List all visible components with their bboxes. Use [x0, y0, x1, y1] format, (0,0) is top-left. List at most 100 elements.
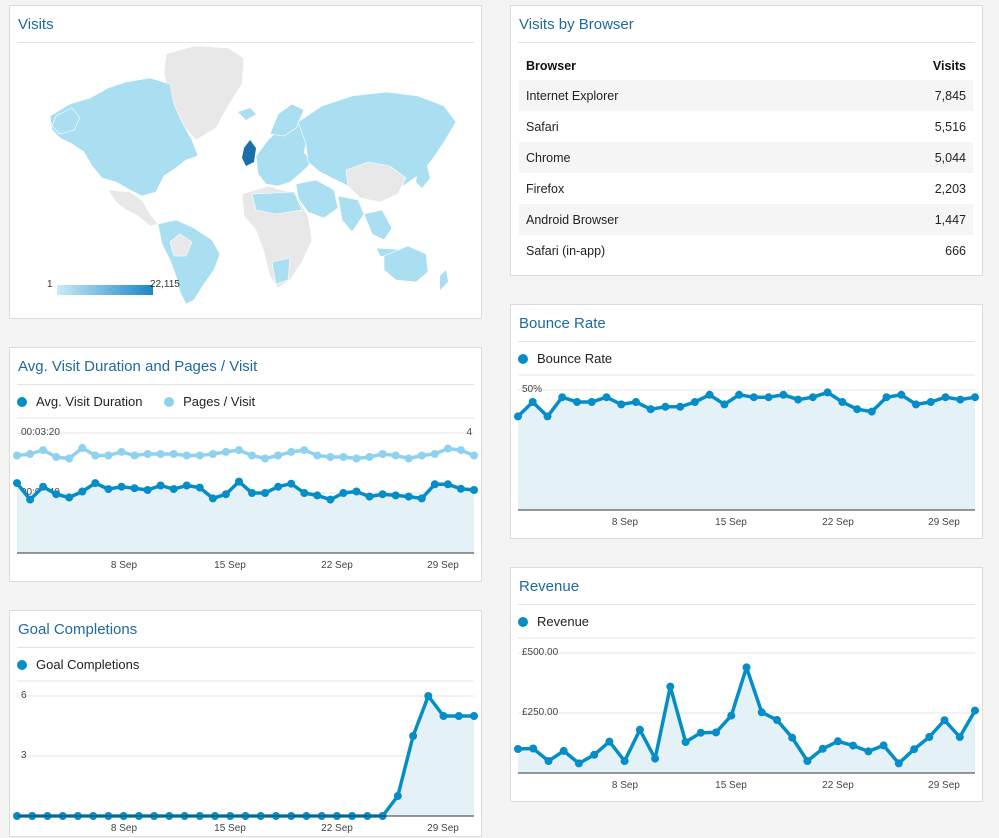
data-point: [635, 725, 644, 734]
y-tick-label: 50%: [522, 384, 542, 395]
data-point: [274, 451, 283, 460]
data-point: [631, 398, 640, 406]
bounce-rate-legend: Bounce Rate: [518, 351, 630, 366]
data-point: [26, 450, 35, 458]
table-row: Android Browser 1,447: [519, 204, 973, 235]
data-point: [681, 738, 690, 746]
x-tick-label: 8 Sep: [111, 560, 138, 571]
data-point: [39, 446, 48, 455]
data-point: [443, 480, 452, 489]
map-region: [337, 195, 365, 233]
x-tick-label: 29 Sep: [427, 560, 459, 571]
data-point: [514, 745, 522, 753]
table-row: Firefox 2,203: [519, 173, 973, 204]
x-tick-label: 15 Sep: [715, 517, 747, 528]
browser-name[interactable]: Firefox: [526, 181, 565, 196]
data-point: [696, 728, 705, 737]
data-point: [867, 407, 876, 416]
browser-name[interactable]: Chrome: [519, 142, 834, 173]
data-point: [735, 390, 744, 399]
map-region: [238, 108, 256, 120]
data-point: [65, 454, 74, 463]
data-point: [261, 489, 270, 497]
data-point: [529, 744, 538, 753]
map-region: [51, 107, 81, 135]
data-point: [470, 451, 478, 460]
data-point: [941, 393, 950, 402]
data-point: [543, 412, 552, 421]
data-point: [764, 393, 773, 402]
visits-map-widget: Visits: [9, 5, 482, 319]
data-point: [221, 447, 230, 456]
data-point: [456, 484, 465, 493]
data-point: [720, 400, 729, 409]
world-map[interactable]: [46, 44, 456, 304]
data-point: [52, 453, 61, 461]
data-point: [235, 477, 243, 486]
data-point: [514, 412, 522, 421]
data-point: [26, 495, 35, 504]
x-tick-label: 29 Sep: [928, 780, 960, 791]
data-point: [803, 757, 812, 765]
map-region: [169, 233, 193, 257]
data-point: [443, 444, 452, 453]
data-point: [651, 754, 660, 763]
map-region: [345, 161, 407, 203]
browser-name[interactable]: Android Browser: [519, 204, 834, 235]
legend-item-goal-completions[interactable]: Goal Completions: [17, 657, 139, 672]
goal-completions-widget: Goal Completions Goal Completions 6 3 8 Se…: [9, 610, 482, 837]
x-tick-label: 29 Sep: [928, 517, 960, 528]
x-tick-label: 22 Sep: [321, 823, 353, 834]
col-browser-header[interactable]: Browser: [526, 59, 577, 73]
y-tick-label: 3: [21, 750, 27, 761]
revenue-chart[interactable]: £500.00 £250.00 8 Sep 15 Sep 22 Sep 29 Sep: [514, 637, 979, 795]
data-point: [326, 495, 335, 504]
avg-duration-legend: Avg. Visit Duration Pages / Visit: [17, 394, 273, 409]
browser-table-widget: Visits by Browser Browser Visits Interne…: [510, 5, 983, 276]
y-tick-label: £500.00: [522, 647, 559, 658]
data-point: [757, 708, 766, 717]
data-point: [182, 481, 191, 490]
browser-name[interactable]: Safari: [526, 119, 559, 134]
data-point: [559, 746, 568, 755]
data-point: [690, 398, 699, 406]
data-point: [91, 451, 100, 460]
data-point: [104, 451, 113, 460]
data-point: [910, 745, 919, 754]
data-point: [894, 759, 903, 768]
legend-item-bounce-rate[interactable]: Bounce Rate: [518, 351, 612, 366]
data-point: [808, 393, 817, 402]
data-point: [661, 402, 670, 411]
map-region: [251, 191, 303, 215]
x-tick-label: 29 Sep: [427, 823, 459, 834]
data-point: [602, 393, 611, 402]
data-point: [573, 398, 581, 406]
data-point: [574, 759, 583, 768]
legend-item-pages-visit[interactable]: Pages / Visit: [164, 394, 255, 409]
col-visits-header[interactable]: Visits: [932, 59, 966, 73]
goal-completions-chart[interactable]: 6 3 8 Sep 15 Sep 22 Sep 29 Sep: [13, 680, 478, 838]
browser-visits: 666: [945, 243, 966, 258]
legend-label: Bounce Rate: [537, 351, 613, 366]
visits-map-title: Visits: [17, 6, 474, 43]
table-header-row: Browser Visits: [519, 52, 973, 80]
bounce-rate-title: Bounce Rate: [518, 305, 975, 342]
browser-visits: 5,516: [934, 119, 966, 134]
x-tick-label: 8 Sep: [612, 780, 639, 791]
legend-item-avg-duration[interactable]: Avg. Visit Duration: [17, 394, 142, 409]
browser-visits: 2,203: [934, 181, 966, 196]
map-region: [269, 103, 305, 137]
browser-name[interactable]: Safari (in-app): [526, 243, 606, 258]
data-point: [417, 451, 426, 460]
data-point: [912, 400, 920, 409]
legend-item-revenue[interactable]: Revenue: [518, 614, 589, 629]
data-point: [235, 446, 243, 455]
data-point: [712, 728, 720, 737]
data-point: [78, 444, 87, 452]
browser-name[interactable]: Internet Explorer: [519, 80, 834, 111]
data-point: [91, 479, 100, 488]
data-point: [130, 484, 139, 493]
